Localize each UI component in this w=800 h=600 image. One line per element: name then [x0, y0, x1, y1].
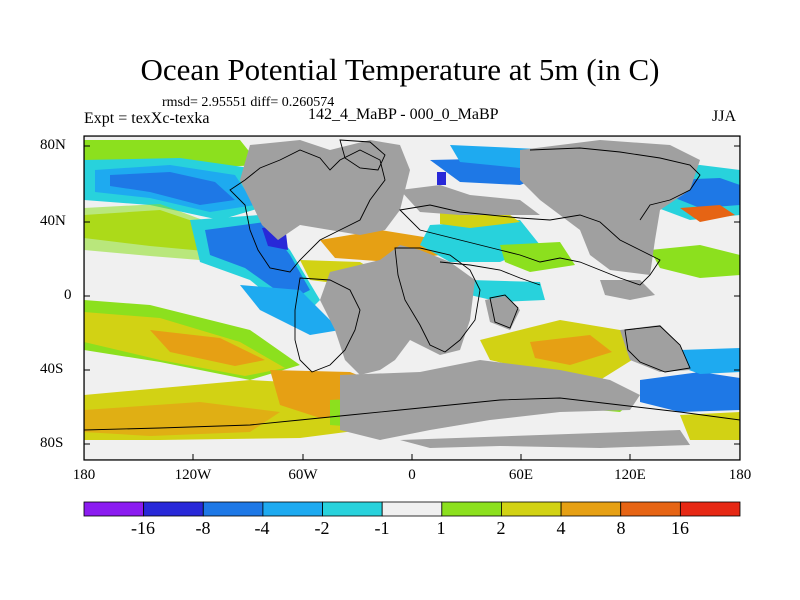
period-label: 142_4_MaBP - 000_0_MaBP — [308, 106, 499, 123]
colorbar-label-4: -2 — [314, 518, 330, 538]
colorbar — [83, 501, 741, 517]
landmass-laurasia-east — [520, 140, 700, 275]
band-nw-pacific-red — [680, 205, 735, 222]
colorbar-swatch — [560, 501, 622, 517]
season-label: JJA — [712, 108, 737, 125]
colorbar-swatch — [83, 501, 145, 517]
map-field — [84, 136, 740, 460]
lat-label-80n: 80N — [40, 137, 66, 153]
landmass-antarctica-australia — [340, 360, 640, 440]
coastline-siberia — [529, 147, 701, 221]
coastline-south-america — [294, 277, 361, 373]
lon-label-120w: 120W — [174, 467, 212, 483]
colorbar-swatch — [501, 501, 562, 517]
band-southern-lightorange — [84, 402, 280, 436]
colorbar-label-5: -1 — [374, 518, 390, 538]
colorbar-label-1: -16 — [131, 518, 155, 538]
band-s-pacific-orange — [150, 330, 265, 366]
colorbar-swatch — [441, 501, 502, 517]
colorbar-swatch — [679, 501, 741, 517]
colorbar-label-8: 4 — [556, 518, 566, 538]
lat-label-0: 0 — [64, 287, 72, 303]
map-border — [83, 135, 741, 461]
lon-label-180-left: 180 — [72, 467, 96, 483]
coastline-africa — [394, 247, 481, 353]
map-title: Ocean Potential Temperature at 5m (in C) — [140, 52, 660, 87]
landmass-australia — [620, 325, 690, 372]
experiment-label: Expt = texXc-texka — [84, 110, 210, 127]
coastline-antarctica — [84, 397, 740, 431]
colorbar-swatch — [262, 501, 323, 517]
colorbar-swatch — [322, 501, 383, 517]
landmass-antarctic-fringe — [400, 430, 690, 448]
band-austral-yellow — [680, 412, 740, 440]
band-tethys-green — [500, 242, 575, 272]
band-n-pacific-blue — [110, 172, 235, 205]
lon-label-0: 0 — [408, 467, 416, 483]
lat-label-80s: 80S — [40, 435, 64, 451]
band-tropic-pacific-lightblue — [240, 285, 340, 335]
stats-label: rmsd= 2.95551 diff= 0.260574 — [162, 95, 335, 110]
landmass-east-asia-islands — [600, 280, 655, 300]
band-arctic-green — [84, 140, 260, 168]
band-arctic-darkblue — [437, 172, 446, 185]
landmass-europe — [400, 185, 540, 215]
lon-label-180-right: 180 — [728, 467, 752, 483]
coastline-india — [489, 294, 519, 329]
lon-label-60e: 60E — [508, 467, 534, 483]
colorbar-swatch — [620, 501, 681, 517]
landmass-gondwana-south-america-africa — [320, 245, 475, 375]
landmass-laurasia-west — [240, 140, 410, 240]
band-austral-lightblue — [675, 348, 740, 374]
colorbar-label-3: -4 — [254, 518, 270, 538]
coastline-greenland — [339, 139, 386, 171]
colorbar-swatch — [202, 501, 264, 517]
colorbar-label-10: 16 — [671, 518, 689, 538]
coastline-australia — [624, 325, 691, 373]
lat-label-40n: 40N — [40, 213, 66, 229]
landmass-india — [485, 296, 520, 330]
coastline-sea-tethys — [439, 261, 541, 286]
colorbar-swatch — [143, 501, 204, 517]
band-e-pacific-blue — [205, 222, 310, 300]
band-w-pacific-green — [650, 245, 740, 278]
coastline-eurasia — [399, 204, 661, 286]
coastlines — [84, 139, 740, 431]
tick-marks — [84, 145, 740, 460]
band-austral-blue — [640, 372, 740, 412]
colorbar-label-9: 8 — [616, 518, 626, 538]
coastline-north-america — [229, 149, 386, 273]
lon-label-60w: 60W — [288, 467, 318, 483]
band-s-indian-orange — [530, 335, 612, 365]
colorbar-swatch — [381, 501, 443, 517]
lat-label-40s: 40S — [40, 361, 64, 377]
colorbar-label-6: 1 — [436, 518, 446, 538]
colorbar-label-2: -8 — [195, 518, 211, 538]
lon-label-120e: 120E — [614, 467, 646, 483]
colorbar-label-7: 2 — [496, 518, 506, 538]
band-indian-cyan — [470, 280, 545, 302]
